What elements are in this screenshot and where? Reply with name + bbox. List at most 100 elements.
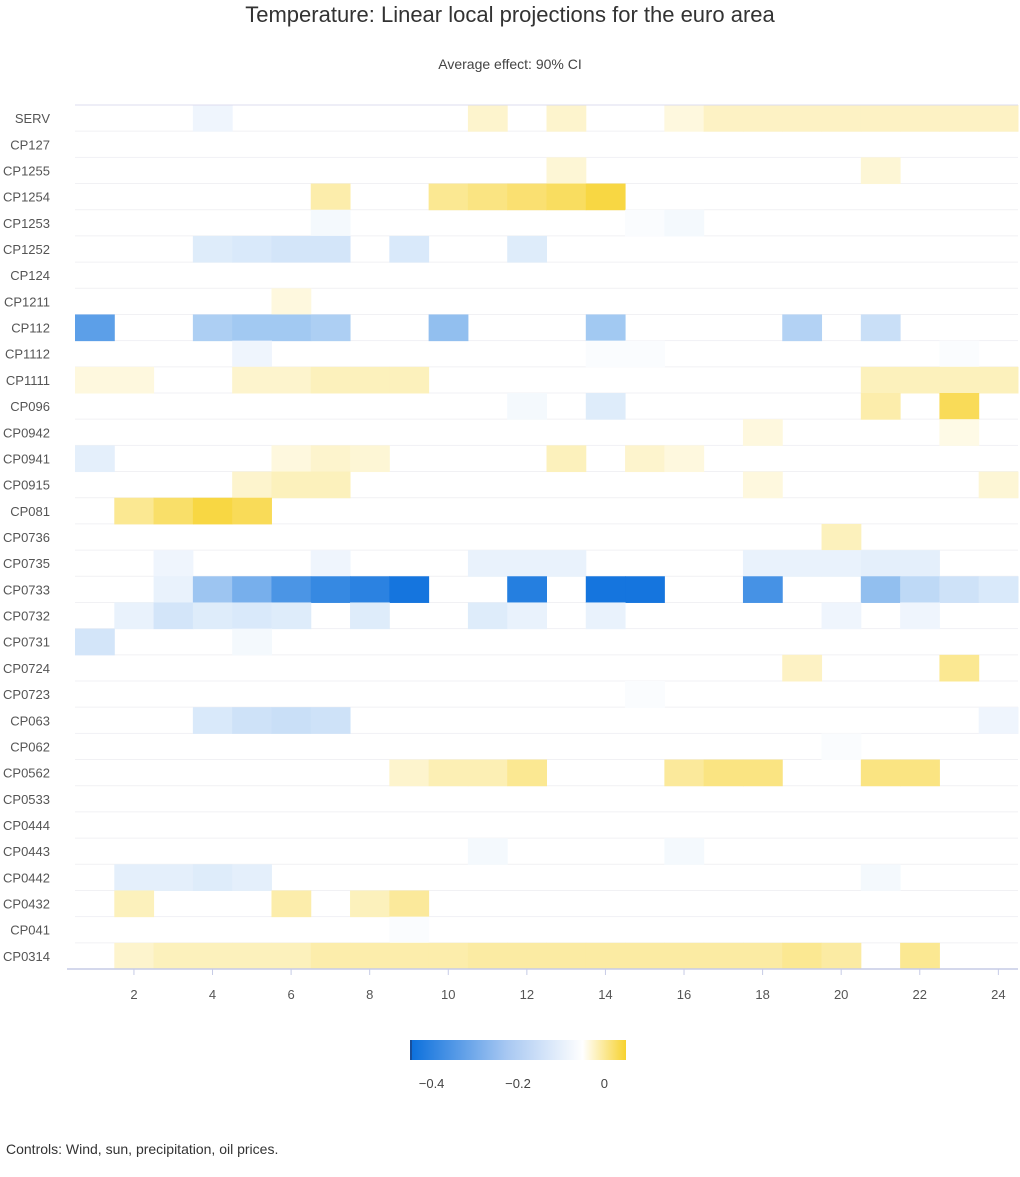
heatmap-cell	[821, 602, 862, 630]
y-axis-label: CP081	[10, 504, 50, 519]
x-axis-tick-label: 8	[366, 987, 373, 1002]
y-axis-label: CP0731	[3, 635, 50, 650]
heatmap-cell	[742, 576, 783, 603]
y-axis-label: CP1111	[6, 373, 50, 388]
heatmap-cell	[585, 183, 626, 211]
heatmap-cell	[350, 890, 390, 918]
heatmap-cell	[271, 314, 312, 342]
x-axis-tick-label: 22	[913, 987, 927, 1002]
heatmap-cell	[350, 576, 390, 603]
heatmap-cell	[664, 209, 705, 237]
heatmap-cell	[467, 105, 508, 132]
heatmap-cell	[232, 314, 272, 342]
heatmap-cell	[939, 366, 980, 394]
heatmap-cell	[310, 366, 351, 394]
y-axis-label: CP0314	[3, 949, 50, 964]
heatmap-cell	[428, 942, 469, 970]
heatmap-cell	[350, 602, 390, 630]
heatmap-cell	[114, 942, 155, 970]
y-axis-label: CP0533	[3, 792, 50, 807]
heatmap-cell	[232, 340, 272, 368]
y-axis-label: CP063	[10, 713, 50, 728]
y-axis-labels: SERV CP127 CP1255 CP1254 CP1253 CP1252 CP124 CP…	[3, 111, 50, 964]
heatmap-cell	[939, 393, 980, 420]
heatmap-cell	[310, 707, 351, 734]
x-axis-tick-label: 6	[287, 987, 294, 1002]
x-axis-tick-label: 2	[130, 987, 137, 1002]
heatmap-cell	[664, 759, 705, 787]
heatmap-cell	[153, 550, 194, 577]
legend-tick-label: −0.2	[505, 1076, 531, 1091]
heatmap-cell	[350, 445, 390, 473]
x-axis-tick-label: 14	[598, 987, 612, 1002]
color-legend-marker	[410, 1040, 412, 1060]
heatmap-cell	[75, 445, 115, 473]
heatmap-cell	[546, 942, 587, 970]
heatmap-cell	[703, 942, 744, 970]
heatmap-cell	[232, 576, 272, 603]
heatmap-cell	[232, 707, 272, 734]
heatmap-cell	[428, 759, 469, 787]
heatmap-cell	[467, 183, 508, 211]
heatmap-cell	[900, 550, 940, 577]
y-axis-label: CP0562	[3, 766, 50, 781]
heatmap-cell	[467, 759, 508, 787]
heatmap-cell	[389, 916, 430, 944]
y-axis-label: CP0723	[3, 687, 50, 702]
heatmap-cell	[664, 838, 705, 865]
heatmap-cell	[782, 314, 823, 342]
heatmap-cell	[192, 314, 233, 342]
heatmap-cell	[467, 838, 508, 865]
heatmap-cell	[153, 602, 194, 630]
heatmap-cell	[900, 105, 940, 132]
y-axis-label: CP124	[10, 268, 50, 283]
y-axis-label: CP0432	[3, 897, 50, 912]
heatmap-cell	[782, 550, 823, 577]
heatmap-cell	[75, 366, 115, 394]
heatmap-cell	[192, 707, 233, 734]
heatmap-cell	[546, 157, 587, 185]
heatmap-cell	[664, 445, 705, 473]
heatmap-cell	[153, 864, 194, 891]
heatmap-cell	[153, 576, 194, 603]
heatmap-cell	[467, 942, 508, 970]
color-legend: −0.4 −0.2 0	[410, 1040, 626, 1091]
heatmap-cell	[782, 105, 823, 132]
heatmap-cell	[192, 235, 233, 263]
heatmap-cell	[467, 550, 508, 577]
y-axis-label: CP0733	[3, 582, 50, 597]
heatmap-cell	[389, 576, 430, 603]
heatmap-cell	[625, 681, 665, 708]
heatmap-cell	[900, 942, 940, 970]
heatmap-cell	[585, 314, 626, 342]
heatmap-cell	[467, 602, 508, 630]
heatmap-cell	[310, 550, 351, 577]
heatmap-cell	[585, 340, 626, 368]
heatmap-cell	[821, 733, 862, 761]
legend-tick-label: −0.4	[419, 1076, 445, 1091]
heatmap-cell	[978, 707, 1019, 734]
y-axis-label: CP0443	[3, 844, 50, 859]
heatmap-cell	[389, 890, 430, 918]
heatmap-cell	[507, 183, 547, 211]
heatmap-cell	[271, 471, 312, 499]
heatmap-cell	[310, 314, 351, 342]
heatmap-cell	[939, 576, 980, 603]
heatmap-cell	[232, 602, 272, 630]
heatmap-cell	[507, 942, 547, 970]
x-axis-tick-label: 16	[677, 987, 691, 1002]
y-axis-label: CP0941	[3, 451, 50, 466]
heatmap-cell	[821, 550, 862, 577]
heatmap-cell	[271, 288, 312, 315]
heatmap-cell	[860, 105, 901, 132]
heatmap-cell	[389, 759, 430, 787]
heatmap-cell	[114, 366, 155, 394]
heatmap-cell	[782, 942, 823, 970]
y-axis-label: CP0732	[3, 609, 50, 624]
heatmap-cell	[232, 628, 272, 656]
heatmap-cell	[271, 602, 312, 630]
heatmap-cell	[860, 864, 901, 891]
y-axis-label: CP1252	[3, 242, 50, 257]
heatmap-cell	[114, 864, 155, 891]
y-axis-label: SERV	[15, 111, 50, 126]
